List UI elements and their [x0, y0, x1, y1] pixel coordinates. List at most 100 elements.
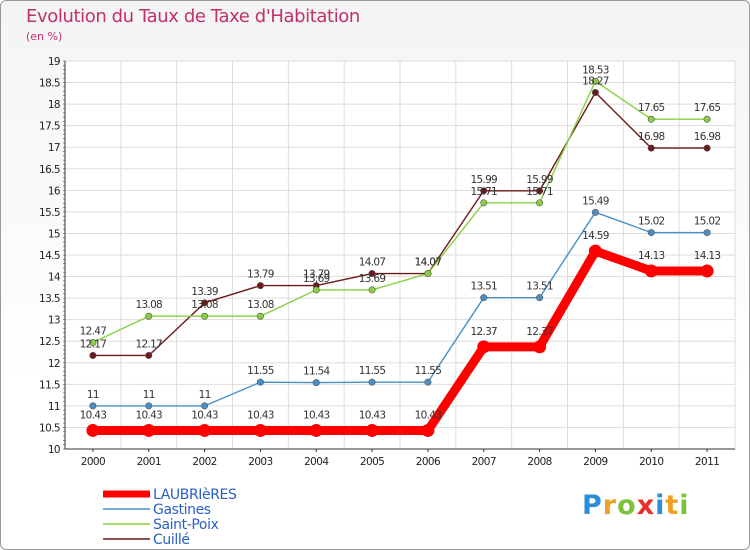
data-label: 15.99 [470, 174, 497, 186]
data-label: 10.43 [135, 409, 162, 421]
proxiti-logo: Proxiti [582, 490, 690, 521]
y-tick-label: 18 [48, 99, 60, 111]
data-point [201, 299, 209, 307]
data-point [201, 312, 209, 320]
data-point [591, 208, 599, 216]
data-point [703, 229, 711, 237]
data-label: 16.98 [638, 131, 665, 143]
data-point [591, 77, 599, 85]
x-tick-label: 2010 [639, 456, 663, 468]
data-point [145, 402, 153, 410]
y-tick-label: 18.5 [39, 78, 60, 90]
y-tick-label: 12.5 [39, 336, 60, 348]
y-tick-label: 10.5 [39, 422, 60, 434]
data-label: 11.55 [247, 365, 274, 377]
data-point [647, 115, 655, 123]
x-tick-label: 2009 [583, 456, 607, 468]
y-tick-label: 17 [48, 142, 60, 154]
data-label: 15.71 [470, 186, 497, 198]
data-label: 15.99 [526, 174, 553, 186]
data-point [644, 264, 658, 278]
legend-label: LAUBRIèRES [153, 487, 237, 503]
data-label: 13.39 [191, 286, 218, 298]
chart-subtitle: (en %) [26, 30, 63, 43]
data-point [703, 144, 711, 152]
data-label: 11.55 [415, 365, 442, 377]
y-tick-label: 11.5 [39, 379, 60, 391]
data-point [536, 294, 544, 302]
data-point [421, 423, 435, 437]
y-tick-label: 16.5 [39, 164, 60, 176]
data-label: 14.13 [694, 250, 721, 262]
y-tick-label: 17.5 [39, 121, 60, 133]
series-line-saint-poix [92, 80, 708, 344]
logo-letter: i [655, 490, 666, 521]
data-label: 13.51 [470, 281, 497, 293]
data-point [703, 115, 711, 123]
data-point [424, 270, 432, 278]
logo-letter: r [602, 490, 618, 521]
data-label: 12.37 [526, 326, 553, 338]
data-point [480, 187, 488, 195]
x-tick-label: 2005 [360, 456, 384, 468]
data-label: 18.53 [582, 64, 609, 76]
data-label: 13.79 [247, 269, 274, 281]
data-point [89, 351, 97, 359]
data-label: 15.49 [582, 195, 609, 207]
y-tick-label: 14 [48, 272, 61, 284]
data-point [89, 402, 97, 410]
data-point [201, 402, 209, 410]
y-tick-label: 19 [48, 56, 60, 68]
data-label: 14.07 [415, 257, 442, 269]
data-point [145, 351, 153, 359]
series-line-gastines [92, 211, 708, 407]
y-tick-label: 15.5 [39, 207, 60, 219]
data-label: 10.43 [247, 409, 274, 421]
data-point [309, 423, 323, 437]
grid [64, 60, 736, 450]
logo-letter: i [679, 490, 690, 521]
data-point [86, 423, 100, 437]
data-label: 10.43 [303, 409, 330, 421]
data-label: 12.17 [80, 338, 107, 350]
x-tick-label: 2000 [81, 456, 105, 468]
data-point [424, 378, 432, 386]
data-label: 10.43 [415, 409, 442, 421]
data-label: 18.27 [582, 75, 609, 87]
data-label: 14.59 [582, 230, 609, 242]
y-tick-label: 16 [48, 185, 61, 197]
data-label: 10.43 [80, 409, 107, 421]
data-point [142, 423, 156, 437]
x-tick-label: 2003 [248, 456, 272, 468]
data-point [256, 282, 264, 290]
data-point [312, 286, 320, 294]
data-point [198, 423, 212, 437]
x-tick-label: 2008 [527, 456, 551, 468]
data-label: 13.69 [359, 273, 386, 285]
data-point [477, 340, 491, 354]
data-point [647, 229, 655, 237]
data-point [536, 199, 544, 207]
data-label: 11 [143, 389, 155, 401]
logo-letter: P [582, 490, 603, 521]
data-label: 17.65 [638, 102, 665, 114]
logo-letter: o [617, 490, 637, 521]
data-label: 11 [87, 389, 99, 401]
data-label: 11.54 [303, 366, 331, 378]
data-label: 13.79 [303, 269, 330, 281]
data-point [533, 340, 547, 354]
data-label: 16.98 [694, 131, 721, 143]
data-label: 14.13 [638, 250, 665, 262]
y-tick-label: 15 [48, 228, 60, 240]
data-point [588, 244, 602, 258]
data-label: 10.43 [191, 409, 218, 421]
data-point [591, 88, 599, 96]
x-tick-label: 2002 [192, 456, 216, 468]
data-point [368, 378, 376, 386]
data-labels: 10.43 10.43 10.43 10.43 10.43 10.43 10.43 12.37… [80, 64, 721, 421]
data-point [253, 423, 267, 437]
data-label: 11.55 [359, 365, 386, 377]
legend-label: Gastines [153, 502, 211, 518]
logo-letter: t [665, 490, 680, 521]
